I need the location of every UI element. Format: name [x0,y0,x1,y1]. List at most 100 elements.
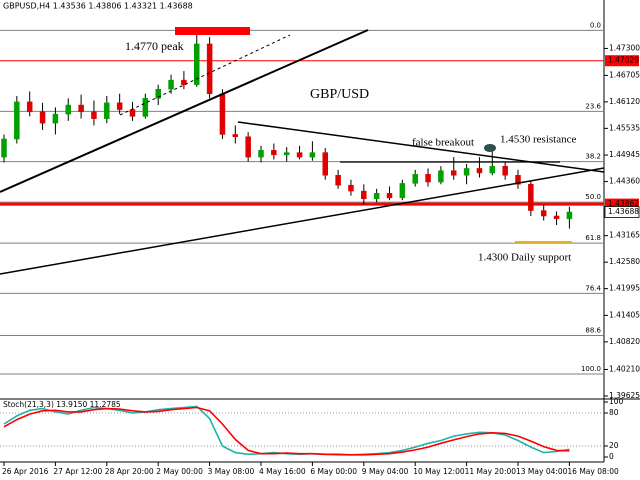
candle-body [283,152,290,156]
y-tick-label: 1.44360 [609,177,640,186]
chart-header: GBPUSD,H4 1.43536 1.43806 1.43321 1.4368… [3,2,193,11]
candle-body [206,43,213,94]
annotation: 1.4300 Daily support [478,252,571,264]
candle-body [553,215,560,219]
fib-label: 23.6 [585,102,601,110]
candle-body [335,174,341,186]
candle-body [26,101,33,113]
candle-body [296,152,303,158]
annotation: 1.4530 resistance [500,134,576,146]
candle-body [309,152,316,158]
candle-body [91,111,97,119]
y-tick-label: 80 [609,408,619,417]
indicator-title: Stoch(21,3,3) 13.9150 11.2785 [3,400,121,409]
breakout-marker [484,144,496,152]
candle-body [502,165,508,176]
candle-body [194,43,200,85]
current-price-tag [604,206,640,218]
candle-body [386,193,393,199]
candle-body [78,104,84,113]
fib-label: 38.2 [585,153,601,161]
candle-body [65,104,71,115]
candle-body [399,183,406,199]
candle-body [245,136,251,158]
candle-body [104,102,110,119]
candle-body [322,152,328,176]
y-tick-label: 1.43165 [609,231,640,240]
dashed-channel [119,34,291,116]
y-tick-label: 1.47300 [609,43,640,52]
candle-body [232,134,239,137]
price-line-label: 1.43862 [608,199,639,208]
trend-line [0,167,605,275]
x-tick-label: 28 Apr 20:00 [105,467,154,476]
drawings [0,27,605,275]
candle-body [566,211,573,220]
candle-body [52,113,59,124]
peak-marker [175,27,250,35]
price-line-label: 1.47029 [608,56,639,65]
fib-label: 88.6 [585,327,601,335]
candle-body [528,184,534,211]
y-tick-label: 1.40820 [609,337,640,346]
candle-body [219,93,226,135]
candle-body [373,193,380,200]
candle-body [348,184,354,192]
y-tick-label: 1.46705 [609,70,640,79]
x-tick-label: 26 Apr 2016 [2,467,49,476]
x-tick-label: 2 May 00:00 [156,467,203,476]
x-tick-label: 4 May 16:00 [259,467,306,476]
y-tick-label: 1.41995 [609,284,640,293]
y-tick-label: 0 [609,452,614,461]
candle-body [489,165,496,174]
fib-label: 61.8 [585,234,601,242]
candle-body [412,174,418,184]
fib-label: 76.4 [585,284,601,292]
y-tick-label: 1.46120 [609,97,640,106]
y-tick-label: 1.40210 [609,364,640,373]
candle-body [129,109,136,117]
y-tick-label: 20 [609,441,619,450]
candle-body [155,88,161,99]
fib-label: 0.0 [590,21,601,29]
candle-body [271,150,277,156]
y-tick-label: 100 [609,397,624,406]
current-price-label: 1.43688 [608,207,639,216]
candle-body [451,170,457,176]
annotation: false breakout [412,137,474,149]
y-tick-label: 1.41405 [609,310,640,319]
x-tick-label: 9 May 04:00 [362,467,409,476]
candle-body [116,102,123,110]
candle-body [39,111,46,124]
candle-body [168,79,174,90]
candle-body [515,174,521,185]
price-line-tag [605,198,639,210]
trend-line [0,29,369,193]
stoch-line [3,406,570,456]
candle-body [14,101,20,140]
candle-body [476,168,483,174]
x-tick-label: 3 May 08:00 [208,467,255,476]
support-marker [515,241,572,244]
candle-body [463,168,470,176]
candle-body [540,210,547,217]
y-tick-label: 1.39625 [609,391,640,400]
candle-body [181,79,187,85]
trend-line [237,121,605,173]
x-tick-label: 10 May 12:00 [413,467,465,476]
candle-body [438,170,444,183]
candle-body [425,174,431,183]
x-tick-label: 27 Apr 12:00 [53,467,102,476]
x-tick-label: 6 May 00:00 [310,467,357,476]
candle-body [258,150,264,158]
y-tick-label: 1.44945 [609,150,640,159]
x-tick-label: 13 May 04:00 [516,467,568,476]
fib-label: 100.0 [581,365,601,373]
fib-label: 50.0 [585,193,601,201]
candle-body [1,138,7,158]
x-tick-label: 16 May 08:00 [567,467,619,476]
annotation: 1.4770 peak [125,39,184,53]
price-line-tag [605,55,639,67]
y-tick-label: 1.42580 [609,257,640,266]
